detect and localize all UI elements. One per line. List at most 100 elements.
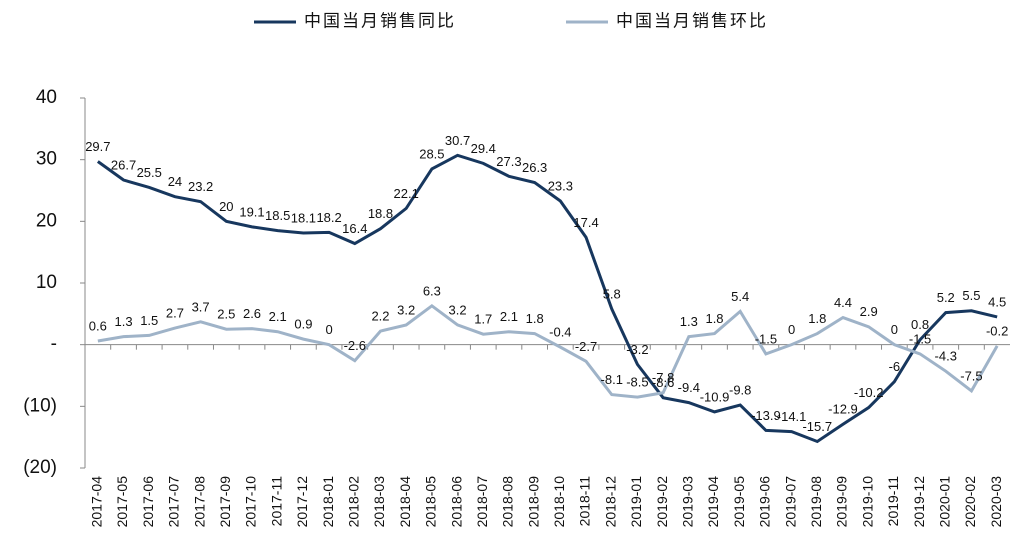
data-label: 30.7 [445, 133, 470, 148]
data-label: -6 [889, 359, 901, 374]
data-label: 24 [168, 174, 182, 189]
data-label: 23.3 [548, 178, 573, 193]
data-label: 2.5 [217, 307, 235, 322]
data-label: 23.2 [188, 179, 213, 194]
data-label: -3.2 [626, 342, 648, 357]
data-label: 16.4 [342, 221, 367, 236]
data-label: 1.8 [526, 311, 544, 326]
y-tick-label: 40 [36, 87, 57, 108]
x-tick-label: 2019-05 [731, 476, 747, 528]
x-tick-label: 2018-05 [423, 476, 439, 528]
data-label: 29.7 [85, 139, 110, 154]
x-tick-label: 2019-01 [628, 476, 644, 528]
data-label: 3.2 [449, 302, 467, 317]
data-label: 1.3 [115, 314, 133, 329]
x-tick-label: 2019-06 [757, 476, 773, 528]
data-label: -1.5 [909, 331, 931, 346]
x-tick-label: 2017-09 [217, 476, 233, 528]
data-label: -7.8 [652, 370, 674, 385]
x-tick-label: 2017-11 [268, 476, 284, 527]
data-label: 0.6 [89, 318, 107, 333]
x-tick-label: 2019-04 [705, 476, 721, 528]
data-label: 17.4 [573, 215, 598, 230]
x-tick-label: 2018-10 [551, 476, 567, 528]
data-label: 18.2 [316, 210, 341, 225]
data-label: 0.9 [294, 317, 312, 332]
legend-label: 中国当月销售环比 [616, 11, 768, 30]
x-tick-label: 2017-04 [89, 476, 105, 528]
data-label: -12.9 [828, 402, 858, 417]
x-tick-label: 2018-07 [474, 476, 490, 528]
data-label: -1.5 [755, 331, 777, 346]
data-label: -0.4 [549, 325, 571, 340]
data-label: 0 [788, 322, 795, 337]
y-tick-label: (20) [23, 457, 57, 478]
x-tick-label: 2020-02 [962, 476, 978, 528]
x-tick-label: 2017-07 [166, 476, 182, 528]
y-tick-label: 10 [36, 272, 57, 293]
x-tick-label: 2017-10 [243, 476, 259, 528]
legend-label: 中国当月销售同比 [304, 11, 456, 30]
data-label: -13.9 [751, 408, 781, 423]
x-tick-label: 2018-02 [345, 476, 361, 528]
y-tick-label: (10) [23, 395, 57, 416]
x-tick-label: 2019-10 [859, 476, 875, 528]
data-label: -9.4 [678, 380, 700, 395]
x-tick-label: 2020-01 [936, 476, 952, 528]
data-label: 2.9 [860, 304, 878, 319]
data-label: 6.3 [423, 283, 441, 298]
data-label: 25.5 [137, 165, 162, 180]
data-label: -8.6 [652, 375, 674, 390]
data-label: 26.7 [111, 157, 136, 172]
data-label: 3.2 [397, 302, 415, 317]
data-label: -4.3 [935, 349, 957, 364]
x-tick-label: 2019-02 [654, 476, 670, 528]
data-label: -8.1 [601, 372, 623, 387]
data-label: 0 [325, 322, 332, 337]
data-label: -14.1 [777, 409, 807, 424]
data-label: 2.1 [500, 309, 518, 324]
series-line [97, 303, 999, 399]
data-label: -15.7 [802, 419, 832, 434]
data-label: 1.7 [474, 312, 492, 327]
data-label: 1.8 [705, 311, 723, 326]
data-label: 4.4 [834, 295, 852, 310]
x-tick-label: 2018-08 [500, 476, 516, 528]
data-label: -8.5 [626, 375, 648, 390]
x-tick-label: 2017-05 [114, 476, 130, 528]
data-label: 2.6 [243, 306, 261, 321]
data-label: -0.2 [986, 323, 1008, 338]
data-label: 1.5 [140, 313, 158, 328]
x-tick-label: 2018-12 [602, 476, 618, 528]
x-tick-label: 2019-03 [680, 476, 696, 528]
data-label: 5.8 [603, 286, 621, 301]
y-tick-label: 30 [36, 149, 57, 170]
data-label: 27.3 [496, 154, 521, 169]
data-label: 5.2 [937, 290, 955, 305]
data-label: 0 [891, 322, 898, 337]
data-label: -2.6 [344, 338, 366, 353]
x-tick-label: 2018-06 [448, 476, 464, 528]
x-tick-label: 2018-11 [577, 476, 593, 527]
x-tick-label: 2018-01 [320, 476, 336, 528]
series-line [96, 153, 998, 444]
x-tick-label: 2017-08 [191, 476, 207, 528]
data-label: 18.8 [368, 206, 393, 221]
data-label: 26.3 [522, 160, 547, 175]
x-tick-label: 2018-03 [371, 476, 387, 528]
data-label: 5.4 [731, 289, 749, 304]
x-tick-label: 2020-03 [988, 476, 1004, 528]
x-tick-label: 2019-08 [808, 476, 824, 528]
data-label: 2.2 [371, 309, 389, 324]
data-label: 5.5 [962, 288, 980, 303]
data-label: 1.3 [680, 314, 698, 329]
data-label: 18.5 [265, 208, 290, 223]
data-label: -7.5 [960, 368, 982, 383]
x-tick-label: 2019-11 [885, 476, 901, 527]
data-label: -2.7 [575, 339, 597, 354]
data-label: -10.2 [854, 385, 884, 400]
data-label: 19.1 [239, 204, 264, 219]
data-label: 18.1 [291, 210, 316, 225]
data-label: 29.4 [471, 141, 496, 156]
